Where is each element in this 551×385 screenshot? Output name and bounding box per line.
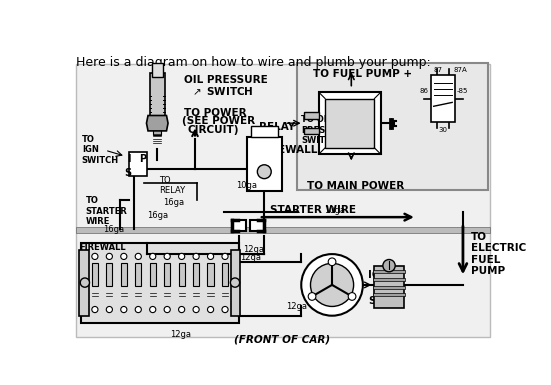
Bar bbox=[231, 250, 240, 316]
Bar bbox=[193, 263, 199, 286]
Circle shape bbox=[301, 254, 363, 316]
Bar bbox=[232, 220, 246, 231]
Circle shape bbox=[106, 253, 112, 259]
Bar bbox=[106, 263, 112, 286]
Text: 12ga: 12ga bbox=[170, 330, 191, 338]
Circle shape bbox=[179, 253, 185, 259]
Circle shape bbox=[311, 263, 354, 306]
Bar bbox=[373, 293, 405, 296]
Bar bbox=[251, 220, 264, 231]
Circle shape bbox=[92, 253, 98, 259]
Bar bbox=[325, 99, 374, 148]
Bar bbox=[373, 286, 405, 289]
Bar bbox=[373, 270, 405, 273]
Text: 12ga: 12ga bbox=[243, 245, 264, 254]
Circle shape bbox=[222, 253, 228, 259]
Text: TO
ELECTRIC
FUEL
PUMP: TO ELECTRIC FUEL PUMP bbox=[471, 232, 526, 276]
Bar bbox=[251, 126, 278, 137]
Text: P: P bbox=[139, 154, 147, 164]
Circle shape bbox=[308, 293, 316, 300]
Circle shape bbox=[150, 253, 156, 259]
Circle shape bbox=[328, 258, 336, 266]
Circle shape bbox=[92, 306, 98, 313]
Circle shape bbox=[348, 293, 356, 300]
Circle shape bbox=[80, 278, 89, 287]
Circle shape bbox=[106, 306, 112, 313]
Circle shape bbox=[150, 306, 156, 313]
Text: TO MAIN POWER: TO MAIN POWER bbox=[306, 181, 404, 191]
Circle shape bbox=[164, 253, 170, 259]
Circle shape bbox=[121, 253, 127, 259]
Bar bbox=[304, 128, 319, 134]
Text: 87: 87 bbox=[434, 67, 442, 73]
Circle shape bbox=[257, 165, 271, 179]
Text: 10ga: 10ga bbox=[236, 181, 257, 190]
Text: TO OIL
PRESSURE
SWITCH: TO OIL PRESSURE SWITCH bbox=[301, 116, 350, 145]
Bar bbox=[129, 152, 147, 176]
Text: S: S bbox=[124, 168, 131, 178]
Bar bbox=[374, 266, 404, 308]
Text: TO
IGN
SWITCH: TO IGN SWITCH bbox=[82, 135, 119, 164]
Bar bbox=[153, 121, 161, 135]
Bar bbox=[247, 137, 282, 191]
Text: I: I bbox=[127, 154, 131, 164]
Bar bbox=[150, 263, 156, 286]
Text: TO
RELAY: TO RELAY bbox=[159, 176, 185, 195]
Text: -85: -85 bbox=[457, 88, 468, 94]
Circle shape bbox=[179, 306, 185, 313]
Circle shape bbox=[230, 278, 240, 287]
Bar bbox=[319, 92, 381, 154]
Text: 86: 86 bbox=[420, 88, 429, 94]
Text: Here is a diagram on how to wire and plumb your pump:: Here is a diagram on how to wire and plu… bbox=[77, 56, 431, 69]
Bar bbox=[79, 250, 89, 316]
Text: FIREWALL: FIREWALL bbox=[79, 243, 126, 252]
Text: 10ga: 10ga bbox=[325, 206, 345, 214]
Bar bbox=[373, 278, 405, 281]
Bar bbox=[149, 73, 165, 116]
Text: OIL PRESSURE: OIL PRESSURE bbox=[184, 75, 268, 85]
Bar bbox=[135, 263, 142, 286]
Circle shape bbox=[208, 306, 214, 313]
Bar bbox=[304, 112, 319, 119]
Bar bbox=[92, 263, 98, 286]
Bar bbox=[164, 263, 170, 286]
Bar bbox=[81, 243, 239, 323]
Text: TO POWER: TO POWER bbox=[184, 108, 247, 118]
Bar bbox=[179, 263, 185, 286]
Bar bbox=[77, 227, 490, 233]
Circle shape bbox=[135, 306, 142, 313]
Circle shape bbox=[164, 306, 170, 313]
Bar bbox=[208, 263, 214, 286]
Text: $\nearrow$ SWITCH: $\nearrow$ SWITCH bbox=[191, 85, 254, 97]
Text: 30: 30 bbox=[439, 127, 447, 133]
Text: 16ga: 16ga bbox=[104, 225, 125, 234]
Text: 87A: 87A bbox=[453, 67, 467, 73]
Bar bbox=[431, 75, 455, 122]
Bar bbox=[121, 263, 127, 286]
Circle shape bbox=[193, 253, 199, 259]
Bar bbox=[152, 63, 163, 77]
Polygon shape bbox=[147, 116, 168, 131]
Text: START: START bbox=[368, 296, 405, 306]
Text: CIRCUIT): CIRCUIT) bbox=[187, 125, 239, 135]
Text: (SEE POWER: (SEE POWER bbox=[182, 116, 255, 126]
Bar bbox=[222, 263, 228, 286]
Text: 16ga: 16ga bbox=[147, 211, 169, 220]
Circle shape bbox=[383, 259, 395, 272]
Circle shape bbox=[222, 306, 228, 313]
Text: RELAY
ON
FIREWALL: RELAY ON FIREWALL bbox=[259, 122, 317, 155]
Circle shape bbox=[193, 306, 199, 313]
Text: (FRONT OF CAR): (FRONT OF CAR) bbox=[234, 335, 330, 345]
Text: STARTER WIRE: STARTER WIRE bbox=[270, 205, 356, 215]
Circle shape bbox=[121, 306, 127, 313]
Text: 16ga: 16ga bbox=[163, 198, 184, 207]
Text: 12ga: 12ga bbox=[286, 302, 307, 311]
Text: 12ga: 12ga bbox=[240, 253, 261, 261]
Text: TO FUEL PUMP +: TO FUEL PUMP + bbox=[314, 69, 412, 79]
Text: TO
STARTER
WIRE: TO STARTER WIRE bbox=[85, 196, 127, 226]
Text: IGN: IGN bbox=[368, 270, 390, 280]
Bar bbox=[298, 63, 488, 190]
Circle shape bbox=[135, 253, 142, 259]
Circle shape bbox=[208, 253, 214, 259]
